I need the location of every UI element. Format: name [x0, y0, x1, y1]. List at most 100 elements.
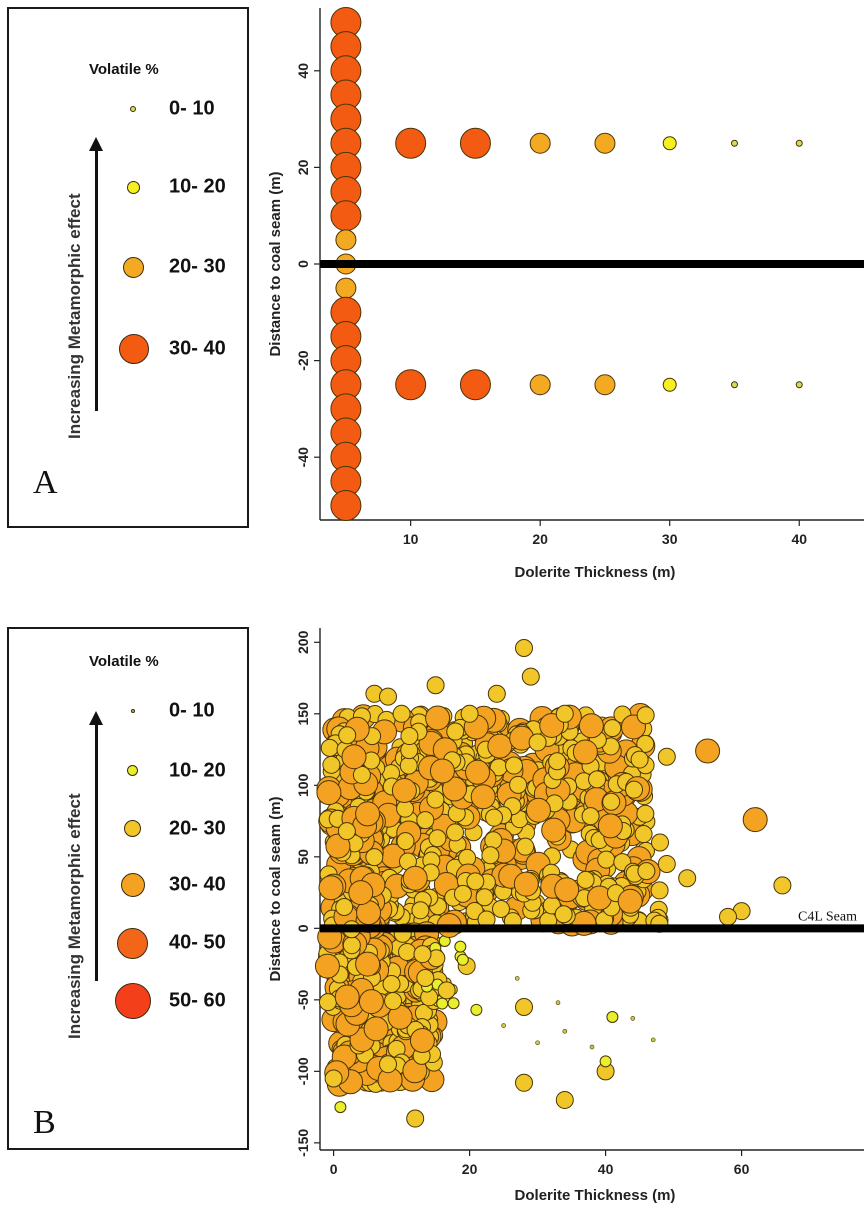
data-point	[662, 136, 677, 151]
arrow-up-icon	[89, 137, 103, 151]
data-point	[617, 888, 643, 914]
data-point	[795, 381, 803, 389]
data-point	[358, 989, 384, 1015]
data-point	[335, 277, 357, 299]
y-tick-label: 200	[295, 630, 311, 654]
data-point	[515, 997, 533, 1016]
data-point	[589, 1044, 595, 1050]
legend-item-30-40: 30- 40	[109, 865, 249, 905]
data-point	[318, 875, 344, 901]
data-point	[324, 1069, 343, 1088]
legend-symbol	[131, 709, 135, 713]
data-point	[456, 953, 469, 966]
data-point	[515, 1073, 533, 1092]
data-point	[651, 833, 669, 852]
y-tick-label: 0	[295, 924, 311, 932]
data-point	[773, 876, 792, 895]
legend-title: Volatile %	[89, 653, 159, 670]
data-point	[602, 792, 621, 811]
data-point	[481, 846, 500, 865]
data-point	[730, 381, 738, 389]
data-point	[491, 900, 510, 919]
data-point	[695, 738, 721, 764]
data-point	[437, 981, 456, 1000]
data-point	[459, 127, 491, 159]
data-point	[541, 817, 567, 843]
legend-label: 10- 20	[169, 175, 226, 198]
y-tick-label: 20	[295, 159, 311, 175]
data-point	[391, 778, 417, 804]
y-axis-title: Distance to coal seam (m)	[267, 171, 284, 356]
data-point	[335, 229, 357, 251]
data-point	[528, 733, 547, 752]
y-tick-label: 100	[295, 773, 311, 797]
data-point	[428, 829, 447, 848]
data-point	[426, 790, 445, 809]
data-point	[554, 877, 580, 903]
legend-item-10-20: 10- 20	[109, 167, 249, 207]
data-point	[466, 872, 485, 891]
data-point	[509, 775, 528, 794]
x-axis-title: Dolerite Thickness (m)	[515, 564, 676, 581]
legend-label: 20- 30	[169, 817, 226, 840]
data-point	[325, 833, 351, 859]
seam-label: C4L Seam	[798, 909, 857, 924]
data-point	[529, 374, 551, 396]
data-point	[395, 127, 427, 159]
data-point	[555, 1090, 574, 1109]
y-axis-title: Distance to coal seam (m)	[267, 796, 284, 981]
data-point	[572, 739, 598, 765]
legend-item-20-30: 20- 30	[109, 247, 249, 287]
legend-item-40-50: 40- 50	[109, 923, 249, 963]
data-point	[634, 825, 653, 844]
data-point	[650, 881, 669, 900]
y-tick-label: 0	[295, 260, 311, 268]
arrow-line	[95, 723, 98, 981]
data-point	[637, 862, 656, 881]
data-point	[392, 704, 411, 723]
legend-symbol	[127, 765, 138, 776]
y-tick-label: -50	[295, 990, 311, 1010]
legend-item-20-30: 20- 30	[109, 809, 249, 849]
data-point	[562, 1028, 568, 1034]
data-point	[529, 132, 551, 154]
data-point	[636, 734, 655, 753]
legend-symbol	[115, 983, 151, 1019]
legend-label: 40- 50	[169, 931, 226, 954]
data-point	[504, 756, 523, 775]
data-point	[578, 713, 604, 739]
data-point	[429, 758, 455, 784]
scatter-plot-a: -40 -20 0 20 40 10 20 30 40 Dolerite Thickness (m…	[267, 6, 864, 581]
legend-symbol	[123, 257, 144, 278]
data-point	[459, 369, 491, 401]
data-point	[576, 870, 595, 889]
data-point	[555, 1000, 561, 1005]
data-point	[398, 942, 417, 961]
x-tick-label: 60	[734, 1161, 750, 1177]
data-point	[795, 139, 803, 147]
data-point	[535, 1040, 540, 1046]
data-point	[594, 374, 616, 396]
data-point	[330, 490, 362, 522]
data-point	[599, 1055, 612, 1068]
data-point	[555, 704, 574, 723]
data-point	[379, 1055, 397, 1074]
data-point	[657, 747, 676, 766]
legend-title: Volatile %	[89, 61, 159, 78]
data-point	[314, 953, 340, 979]
legend-label: 20- 30	[169, 255, 226, 278]
legend-item-30-40: 30- 40	[109, 329, 249, 369]
data-point	[470, 784, 496, 810]
x-tick-label: 20	[532, 531, 548, 547]
y-tick-label: -150	[295, 1129, 311, 1157]
data-point	[446, 722, 465, 741]
panel-letter: B	[33, 1104, 56, 1141]
x-tick-label: 30	[662, 531, 678, 547]
data-point	[625, 780, 644, 799]
data-point	[501, 1023, 506, 1028]
data-point	[322, 755, 341, 774]
data-point	[475, 888, 494, 907]
data-point	[395, 369, 427, 401]
data-point	[594, 132, 616, 154]
x-tick-label: 0	[330, 1161, 338, 1177]
